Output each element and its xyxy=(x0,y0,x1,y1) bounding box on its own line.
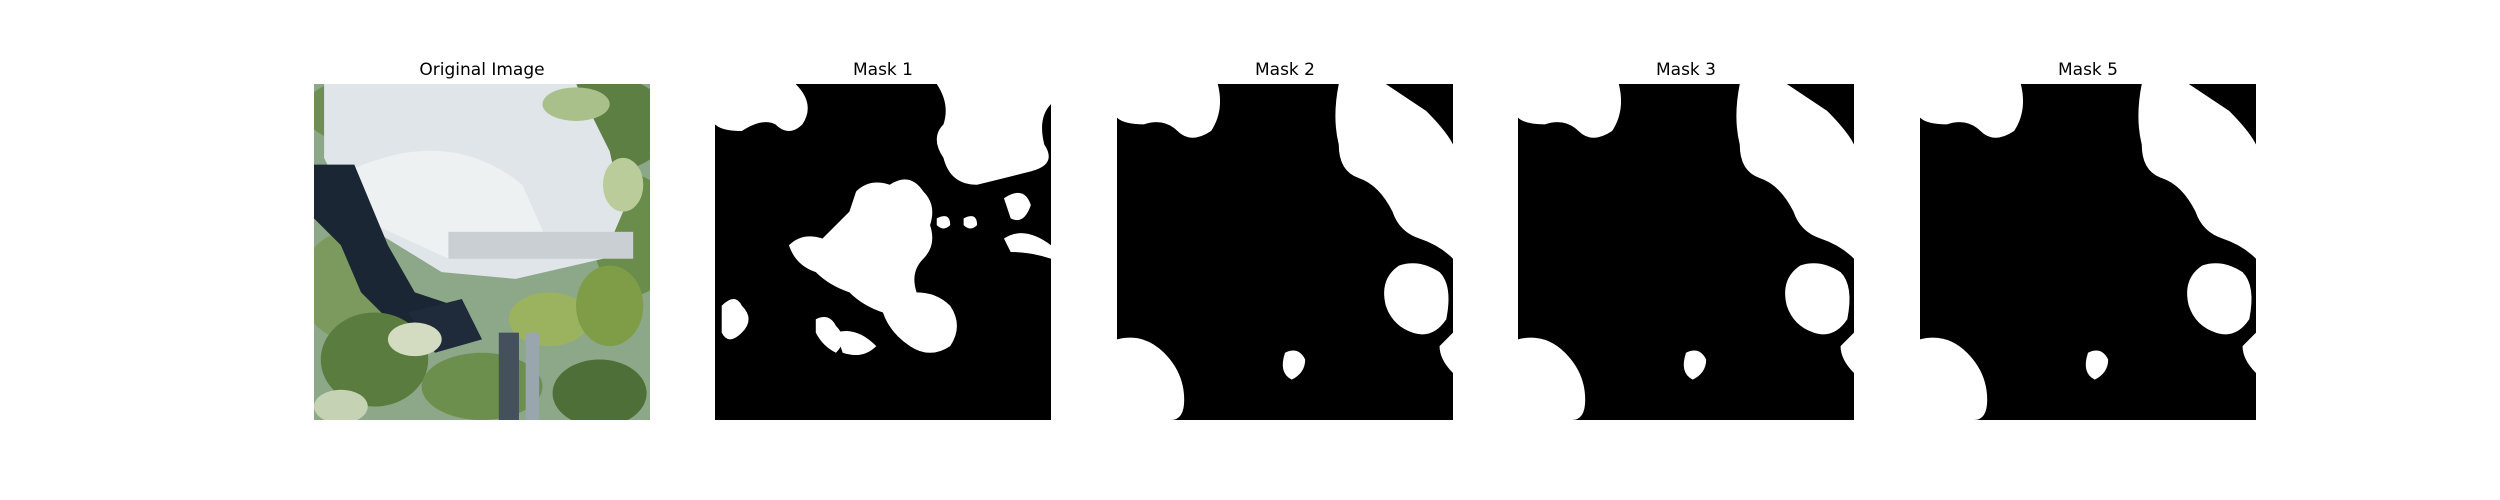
panel-title: Original Image xyxy=(419,60,545,80)
mask-2-image xyxy=(1117,84,1453,420)
panel-title: Mask 2 xyxy=(1254,60,1315,80)
mask-1-image xyxy=(715,84,1051,420)
panel-title: Mask 1 xyxy=(852,60,913,80)
mask-3-image xyxy=(1518,84,1854,420)
original-photo xyxy=(314,84,650,420)
panel-title: Mask 5 xyxy=(2057,60,2118,80)
panel-title: Mask 3 xyxy=(1655,60,1716,80)
mask-5-image xyxy=(1920,84,2256,420)
